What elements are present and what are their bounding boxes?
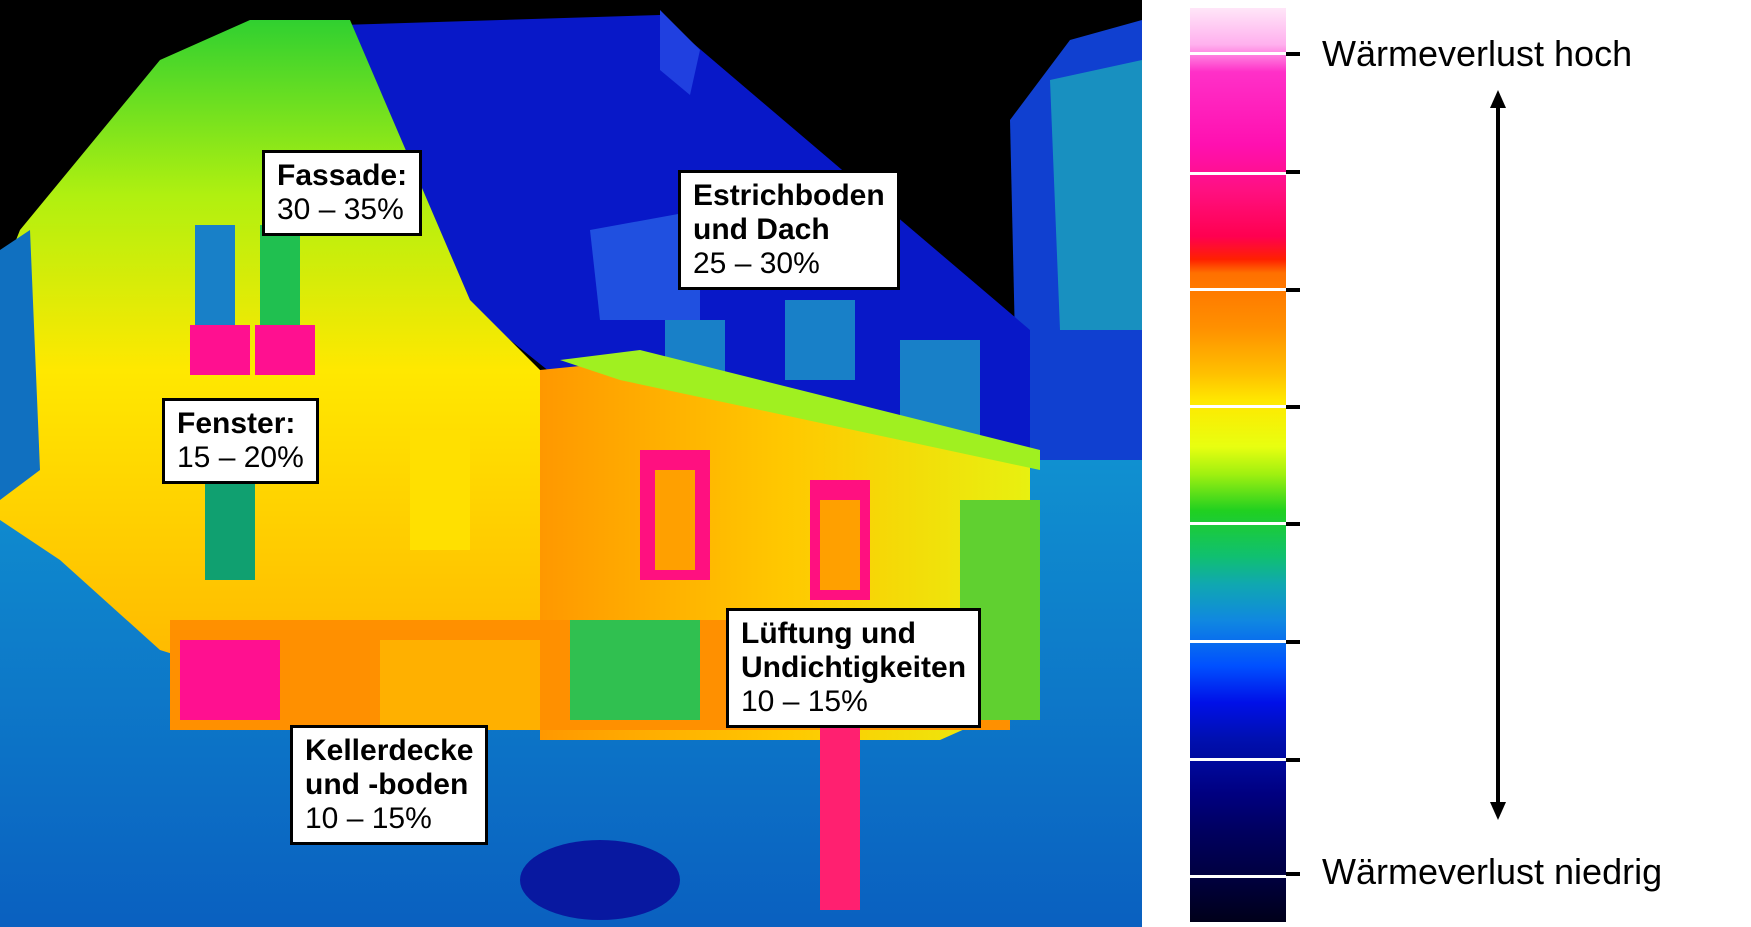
callout-fassade: Fassade: 30 – 35% <box>262 150 423 236</box>
callout-fenster-title: Fenster: <box>177 407 296 440</box>
scale-divider <box>1190 522 1286 525</box>
callout-kellerdecke-title-line1: Kellerdecke <box>305 734 474 767</box>
scale-tick <box>1286 288 1300 292</box>
scale-tick <box>1286 405 1300 409</box>
scale-tick <box>1286 640 1300 644</box>
double-arrow-icon <box>1490 90 1506 820</box>
callout-fassade-value: 30 – 35% <box>277 193 404 226</box>
scale-divider <box>1190 172 1286 175</box>
scale-divider <box>1190 52 1286 55</box>
heat-color-scale <box>1190 8 1286 922</box>
callout-estrichboden-title-line1: Estrichboden <box>693 179 885 212</box>
callout-kellerdecke-value: 10 – 15% <box>305 802 432 835</box>
scale-divider <box>1190 875 1286 878</box>
scale-divider <box>1190 405 1286 408</box>
callout-estrichboden-value: 25 – 30% <box>693 247 820 280</box>
callout-fenster-value: 15 – 20% <box>177 441 304 474</box>
scale-tick <box>1286 522 1300 526</box>
callout-estrichboden-title-line2: und Dach <box>693 213 830 246</box>
scale-tick <box>1286 170 1300 174</box>
callout-kellerdecke-title-line2: und -boden <box>305 768 469 801</box>
scale-tick <box>1286 758 1300 762</box>
label-heat-loss-high: Wärmeverlust hoch <box>1322 33 1633 74</box>
callout-lueftung-value: 10 – 15% <box>741 685 868 718</box>
callout-fassade-title: Fassade: <box>277 159 408 192</box>
scale-divider <box>1190 758 1286 761</box>
callout-lueftung-title-line2: Undichtigkeiten <box>741 651 967 684</box>
label-heat-loss-low: Wärmeverlust niedrig <box>1322 851 1663 892</box>
scale-tick <box>1286 872 1300 876</box>
callout-lueftung-title-line1: Lüftung und <box>741 617 916 650</box>
callout-kellerdecke: Kellerdecke und -boden 10 – 15% <box>290 725 489 845</box>
callout-estrichboden: Estrichboden und Dach 25 – 30% <box>678 170 900 290</box>
scale-divider <box>1190 288 1286 291</box>
callout-lueftung: Lüftung und Undichtigkeiten 10 – 15% <box>726 608 982 728</box>
scale-tick <box>1286 52 1300 56</box>
scale-divider <box>1190 640 1286 643</box>
callout-fenster: Fenster: 15 – 20% <box>162 398 319 484</box>
